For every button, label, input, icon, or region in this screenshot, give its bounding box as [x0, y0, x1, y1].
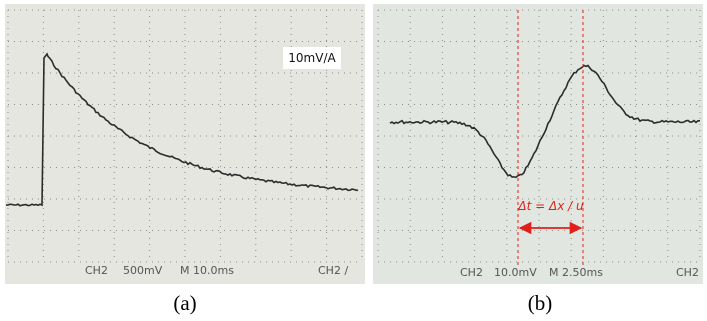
grid	[377, 9, 701, 263]
status-channel: CH2	[85, 264, 108, 277]
status-timebase: M 10.0ms	[180, 264, 234, 277]
waveform	[5, 52, 359, 207]
caption: (a)	[173, 291, 196, 315]
caption: (b)	[528, 291, 553, 315]
label-text: 10mV/A	[288, 51, 336, 65]
status-trigger: CH2 ∕	[318, 264, 348, 277]
scope-panel-a: 10mV/A CH2 500mV M 10.0ms CH2 ∕	[5, 4, 365, 284]
status-scale: 10.0mV	[494, 266, 537, 279]
label-box	[283, 47, 341, 69]
status-channel: CH2	[460, 266, 483, 279]
status-trigger: CH2	[676, 266, 699, 279]
annotation: Δt = Δx / u	[517, 199, 584, 213]
status-timebase: M 2.50ms	[549, 266, 603, 279]
waveform	[389, 64, 700, 179]
scope-panel-b: Δt = Δx / u CH2 10.0mV M 2.50ms CH2	[373, 4, 703, 284]
status-scale: 500mV	[123, 264, 163, 277]
